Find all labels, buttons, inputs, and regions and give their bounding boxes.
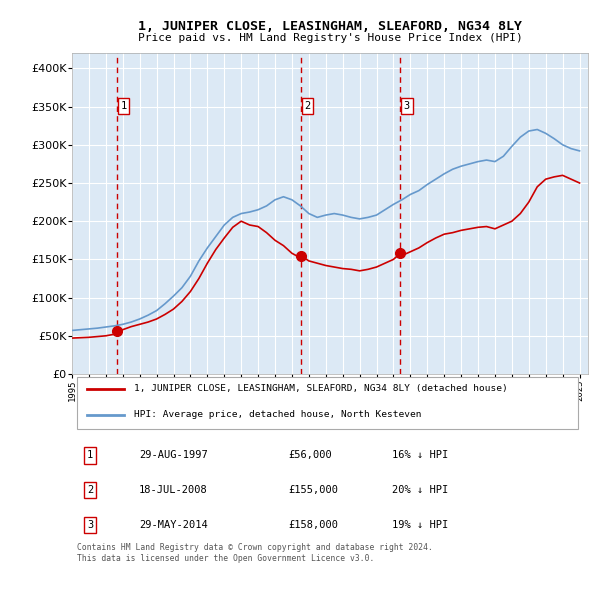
Text: 3: 3 [87,520,93,530]
FancyBboxPatch shape [77,377,578,430]
Text: £158,000: £158,000 [289,520,339,530]
Text: Price paid vs. HM Land Registry's House Price Index (HPI): Price paid vs. HM Land Registry's House … [137,34,523,43]
Text: 18-JUL-2008: 18-JUL-2008 [139,485,208,495]
Text: 20% ↓ HPI: 20% ↓ HPI [392,485,448,495]
Text: £56,000: £56,000 [289,450,332,460]
Text: 1, JUNIPER CLOSE, LEASINGHAM, SLEAFORD, NG34 8LY: 1, JUNIPER CLOSE, LEASINGHAM, SLEAFORD, … [138,20,522,33]
Text: Contains HM Land Registry data © Crown copyright and database right 2024.
This d: Contains HM Land Registry data © Crown c… [77,543,433,563]
Text: 1, JUNIPER CLOSE, LEASINGHAM, SLEAFORD, NG34 8LY (detached house): 1, JUNIPER CLOSE, LEASINGHAM, SLEAFORD, … [134,384,508,393]
Text: 16% ↓ HPI: 16% ↓ HPI [392,450,448,460]
Text: 3: 3 [404,101,410,111]
Text: 1: 1 [121,101,127,111]
Text: 29-MAY-2014: 29-MAY-2014 [139,520,208,530]
Text: 2: 2 [87,485,93,495]
Text: 19% ↓ HPI: 19% ↓ HPI [392,520,448,530]
Text: 1: 1 [87,450,93,460]
Text: HPI: Average price, detached house, North Kesteven: HPI: Average price, detached house, Nort… [134,410,421,419]
Text: 29-AUG-1997: 29-AUG-1997 [139,450,208,460]
Text: 2: 2 [304,101,311,111]
Text: £155,000: £155,000 [289,485,339,495]
